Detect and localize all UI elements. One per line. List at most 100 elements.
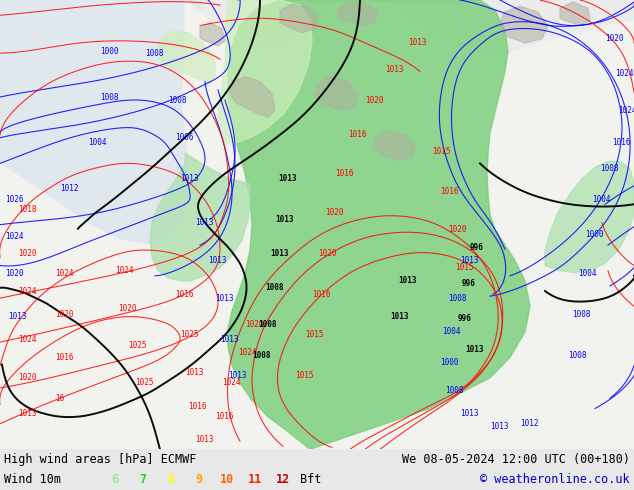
- Text: 1020: 1020: [365, 96, 384, 104]
- Text: 1025: 1025: [180, 330, 198, 340]
- Text: 1013: 1013: [398, 276, 417, 285]
- Text: High wind areas [hPa] ECMWF: High wind areas [hPa] ECMWF: [4, 453, 197, 466]
- Text: 1004: 1004: [592, 195, 611, 204]
- Text: 1020: 1020: [55, 310, 74, 319]
- Text: 10: 10: [220, 472, 234, 486]
- Text: 1004: 1004: [442, 327, 460, 337]
- Text: 996: 996: [458, 314, 472, 323]
- Polygon shape: [0, 0, 200, 449]
- Text: 11: 11: [248, 472, 262, 486]
- Text: 1018: 1018: [18, 205, 37, 214]
- Text: 1015: 1015: [305, 330, 323, 340]
- Text: 1025: 1025: [128, 341, 146, 350]
- Text: 1008: 1008: [572, 310, 590, 319]
- Text: 1013: 1013: [195, 435, 214, 443]
- Text: 1008: 1008: [265, 284, 283, 293]
- Text: 1004: 1004: [88, 139, 107, 147]
- Polygon shape: [228, 0, 530, 449]
- Text: 1008: 1008: [100, 93, 119, 101]
- Text: 996: 996: [462, 279, 476, 289]
- Text: 1016: 1016: [312, 290, 330, 298]
- Text: 1013: 1013: [215, 294, 233, 303]
- Text: 1008: 1008: [252, 351, 271, 360]
- Text: Bft: Bft: [301, 472, 321, 486]
- Text: 1020: 1020: [605, 34, 623, 43]
- Polygon shape: [230, 76, 275, 118]
- Text: 1020: 1020: [5, 269, 23, 278]
- Text: 9: 9: [195, 472, 202, 486]
- Text: 1008: 1008: [168, 96, 186, 104]
- Text: 996: 996: [470, 243, 484, 252]
- Text: 1008: 1008: [445, 386, 463, 394]
- Text: 1012: 1012: [520, 419, 538, 428]
- Text: 1013: 1013: [275, 215, 294, 224]
- Text: 1013: 1013: [18, 409, 37, 418]
- Text: 1020: 1020: [318, 249, 337, 258]
- Text: 1016: 1016: [612, 139, 630, 147]
- Text: 1024: 1024: [18, 335, 37, 343]
- Text: 1004: 1004: [578, 269, 597, 278]
- Text: 1008: 1008: [258, 320, 276, 329]
- Text: 1020: 1020: [18, 373, 37, 382]
- Polygon shape: [500, 6, 548, 43]
- Polygon shape: [338, 2, 378, 25]
- Text: 1013: 1013: [270, 249, 288, 258]
- Text: 1013: 1013: [408, 38, 427, 48]
- Polygon shape: [315, 76, 358, 110]
- Text: 1008: 1008: [448, 294, 467, 303]
- Text: 1013: 1013: [460, 409, 479, 418]
- Text: 1013: 1013: [465, 345, 484, 354]
- Text: 16: 16: [55, 394, 64, 403]
- Text: 1008: 1008: [145, 49, 164, 58]
- Text: 1013: 1013: [390, 312, 408, 321]
- Polygon shape: [545, 161, 634, 272]
- Text: 1013: 1013: [8, 312, 27, 321]
- Text: 1015: 1015: [432, 147, 451, 156]
- Text: 1025: 1025: [135, 378, 153, 388]
- Text: © weatheronline.co.uk: © weatheronline.co.uk: [481, 472, 630, 486]
- Polygon shape: [218, 0, 312, 143]
- Text: 1024: 1024: [55, 269, 74, 278]
- Text: 1024: 1024: [115, 266, 134, 275]
- Text: 1013: 1013: [385, 65, 403, 74]
- Text: 1020: 1020: [18, 249, 37, 258]
- Text: 1013: 1013: [460, 256, 479, 265]
- Polygon shape: [150, 153, 250, 281]
- Text: 1024: 1024: [618, 106, 634, 115]
- Polygon shape: [158, 31, 215, 84]
- Text: 1020: 1020: [448, 225, 467, 234]
- Text: 1026: 1026: [5, 195, 23, 204]
- Text: 1015: 1015: [295, 371, 313, 380]
- Text: 1024: 1024: [5, 232, 23, 242]
- Text: 1016: 1016: [175, 290, 193, 298]
- Text: Wind 10m: Wind 10m: [4, 472, 61, 486]
- Text: 1016: 1016: [440, 188, 458, 196]
- Text: 1008: 1008: [600, 164, 619, 173]
- Text: 1013: 1013: [195, 218, 214, 227]
- Polygon shape: [373, 131, 415, 160]
- Text: 1016: 1016: [188, 402, 207, 411]
- Polygon shape: [200, 23, 225, 46]
- Text: 1013: 1013: [278, 174, 297, 183]
- Text: 1000: 1000: [440, 358, 458, 367]
- Text: 1016: 1016: [215, 412, 233, 421]
- Polygon shape: [0, 0, 634, 449]
- Text: 1016: 1016: [348, 130, 366, 139]
- Text: 1013: 1013: [185, 368, 204, 377]
- Text: 1020: 1020: [118, 304, 136, 313]
- Text: 1006: 1006: [175, 133, 193, 143]
- Text: 6: 6: [112, 472, 119, 486]
- Text: 12: 12: [276, 472, 290, 486]
- Text: 1016: 1016: [335, 169, 354, 178]
- Text: 8: 8: [167, 472, 174, 486]
- Text: 1013: 1013: [228, 371, 247, 380]
- Text: 1013: 1013: [180, 174, 198, 183]
- Text: 1013: 1013: [490, 422, 508, 431]
- Text: 1000: 1000: [585, 230, 604, 240]
- Text: 1024: 1024: [18, 287, 37, 295]
- Polygon shape: [560, 2, 590, 25]
- Text: 1000: 1000: [100, 47, 119, 55]
- Text: 1012: 1012: [60, 184, 79, 194]
- Text: 1024: 1024: [615, 69, 633, 78]
- Polygon shape: [280, 4, 318, 33]
